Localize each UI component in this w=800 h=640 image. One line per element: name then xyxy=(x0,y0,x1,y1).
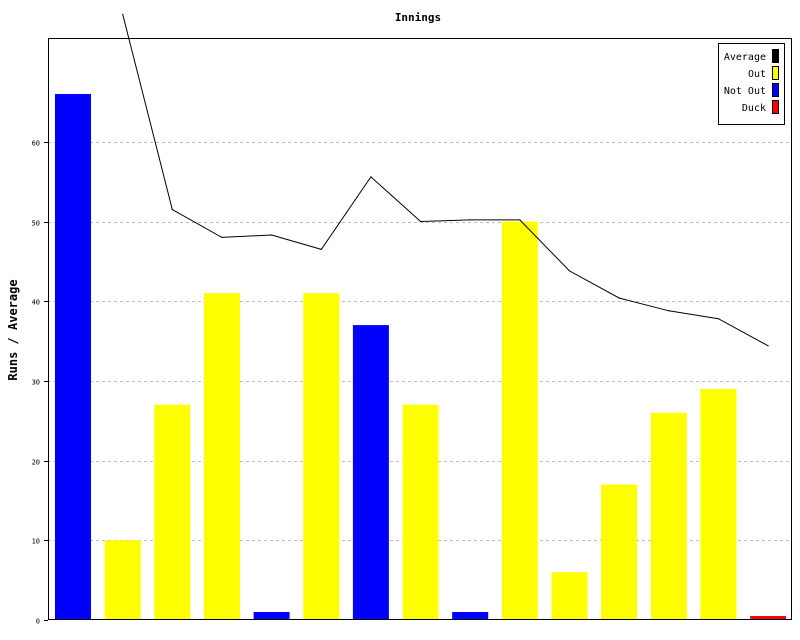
average-point xyxy=(767,345,769,347)
average-point xyxy=(271,234,273,236)
average-point xyxy=(122,13,124,15)
legend: Average Out Not Out Duck xyxy=(718,43,785,125)
y-tick-label: 40 xyxy=(32,299,40,307)
y-tick-label: 30 xyxy=(32,379,40,387)
bar-series xyxy=(55,94,787,620)
average-line xyxy=(122,14,769,347)
average-point xyxy=(320,248,322,250)
bar xyxy=(303,293,340,620)
bar xyxy=(551,572,588,620)
y-tick-label: 0 xyxy=(36,618,40,626)
y-tick-label: 10 xyxy=(32,538,40,546)
average-point xyxy=(618,297,620,299)
bar xyxy=(253,612,290,620)
legend-label: Average xyxy=(724,52,766,63)
y-axis-label: Runs / Average xyxy=(6,279,20,380)
bar xyxy=(203,293,240,620)
y-tick-label: 50 xyxy=(32,220,40,228)
bar xyxy=(750,616,787,620)
legend-label: Not Out xyxy=(724,86,766,97)
average-point xyxy=(221,236,223,238)
y-tick-label: 60 xyxy=(32,140,40,148)
average-point xyxy=(717,318,720,320)
bar xyxy=(55,94,91,620)
chart-title: Innings xyxy=(395,11,441,24)
average-point xyxy=(519,219,521,221)
legend-swatch xyxy=(772,49,779,63)
bar xyxy=(352,325,389,620)
bar xyxy=(452,612,489,620)
bar xyxy=(700,388,737,620)
legend-swatch xyxy=(772,83,779,97)
average-point xyxy=(568,270,571,272)
bar xyxy=(601,484,638,620)
bar xyxy=(104,540,141,620)
bar xyxy=(650,412,687,620)
average-point xyxy=(171,208,173,211)
bar xyxy=(154,404,191,620)
bar xyxy=(501,221,538,620)
average-point xyxy=(469,219,471,221)
average-line-series xyxy=(122,13,769,347)
legend-swatch xyxy=(772,100,779,114)
legend-label: Duck xyxy=(742,103,766,114)
y-tick-label: 20 xyxy=(32,459,40,467)
bar xyxy=(402,404,439,620)
average-point xyxy=(370,176,372,178)
legend-label: Out xyxy=(748,69,766,80)
average-point xyxy=(668,310,670,312)
average-point xyxy=(420,220,422,223)
y-axis: 0 10 20 30 40 50 60 xyxy=(32,140,48,626)
legend-swatch xyxy=(772,66,779,80)
plot-frame xyxy=(48,38,792,620)
